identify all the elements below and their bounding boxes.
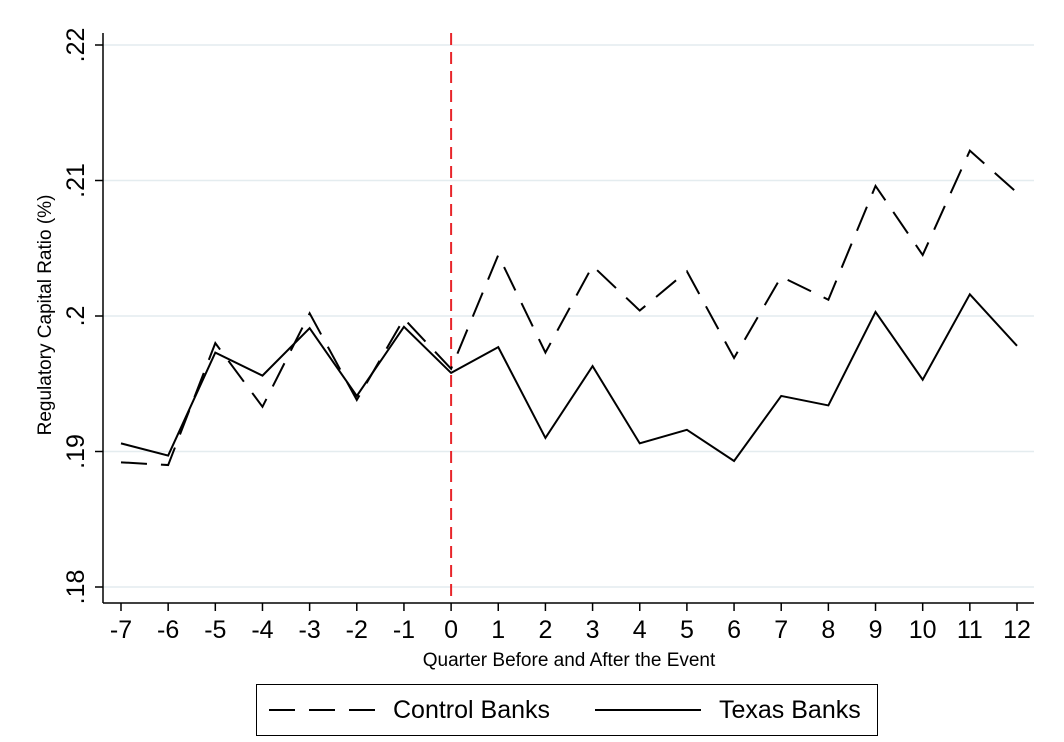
x-tick-label: -1 xyxy=(393,616,415,644)
x-tick-label: -5 xyxy=(204,616,226,644)
legend-swatch-dashed xyxy=(269,709,375,711)
x-tick-label: -2 xyxy=(346,616,368,644)
x-tick-label: 0 xyxy=(444,616,458,644)
x-tick-label: 4 xyxy=(633,616,647,644)
x-tick-label: -7 xyxy=(110,616,132,644)
x-tick-label: 6 xyxy=(727,616,741,644)
x-tick-label: 12 xyxy=(1003,616,1031,644)
legend-item-control-banks: Control Banks xyxy=(267,685,550,735)
x-tick-label: 1 xyxy=(491,616,505,644)
x-tick-label: -3 xyxy=(299,616,321,644)
legend-item-texas-banks: Texas Banks xyxy=(593,685,861,735)
x-tick-label: -4 xyxy=(251,616,273,644)
x-tick-label: 9 xyxy=(869,616,883,644)
x-tick-label: 2 xyxy=(538,616,552,644)
y-tick-label: .22 xyxy=(62,28,90,63)
x-axis-label: Quarter Before and After the Event xyxy=(423,650,716,671)
series-layer xyxy=(120,149,1018,467)
x-tick-label: 11 xyxy=(957,616,983,644)
x-tick-label: 10 xyxy=(909,616,937,644)
legend-label-texas-banks: Texas Banks xyxy=(719,695,861,724)
x-tick-label: 5 xyxy=(680,616,694,644)
y-tick-label: .19 xyxy=(62,434,90,469)
legend-label-control-banks: Control Banks xyxy=(393,695,551,724)
y-axis-ticks: .18 .19 .2 .21 .22 xyxy=(62,28,103,605)
y-tick-label: .21 xyxy=(62,163,90,198)
x-tick-label: 3 xyxy=(586,616,600,644)
x-tick-label: -6 xyxy=(157,616,179,644)
legend: Control Banks Texas Banks xyxy=(256,684,878,736)
legend-swatch-solid xyxy=(595,709,701,711)
y-tick-label: .18 xyxy=(62,570,90,605)
x-axis-ticks: -7 -6 -5 -4 -3 -2 -1 0 1 2 3 4 5 6 7 8 9 10 11 12 xyxy=(110,603,1031,644)
y-axis-label: Regulatory Capital Ratio (%) xyxy=(35,195,56,436)
gridlines xyxy=(103,44,1034,588)
y-tick-label: .2 xyxy=(62,306,90,327)
x-tick-label: 7 xyxy=(774,616,788,644)
series-line-control-banks xyxy=(120,149,1018,467)
x-tick-label: 8 xyxy=(821,616,835,644)
series-line-texas-banks xyxy=(120,292,1018,463)
axes xyxy=(102,33,1034,604)
